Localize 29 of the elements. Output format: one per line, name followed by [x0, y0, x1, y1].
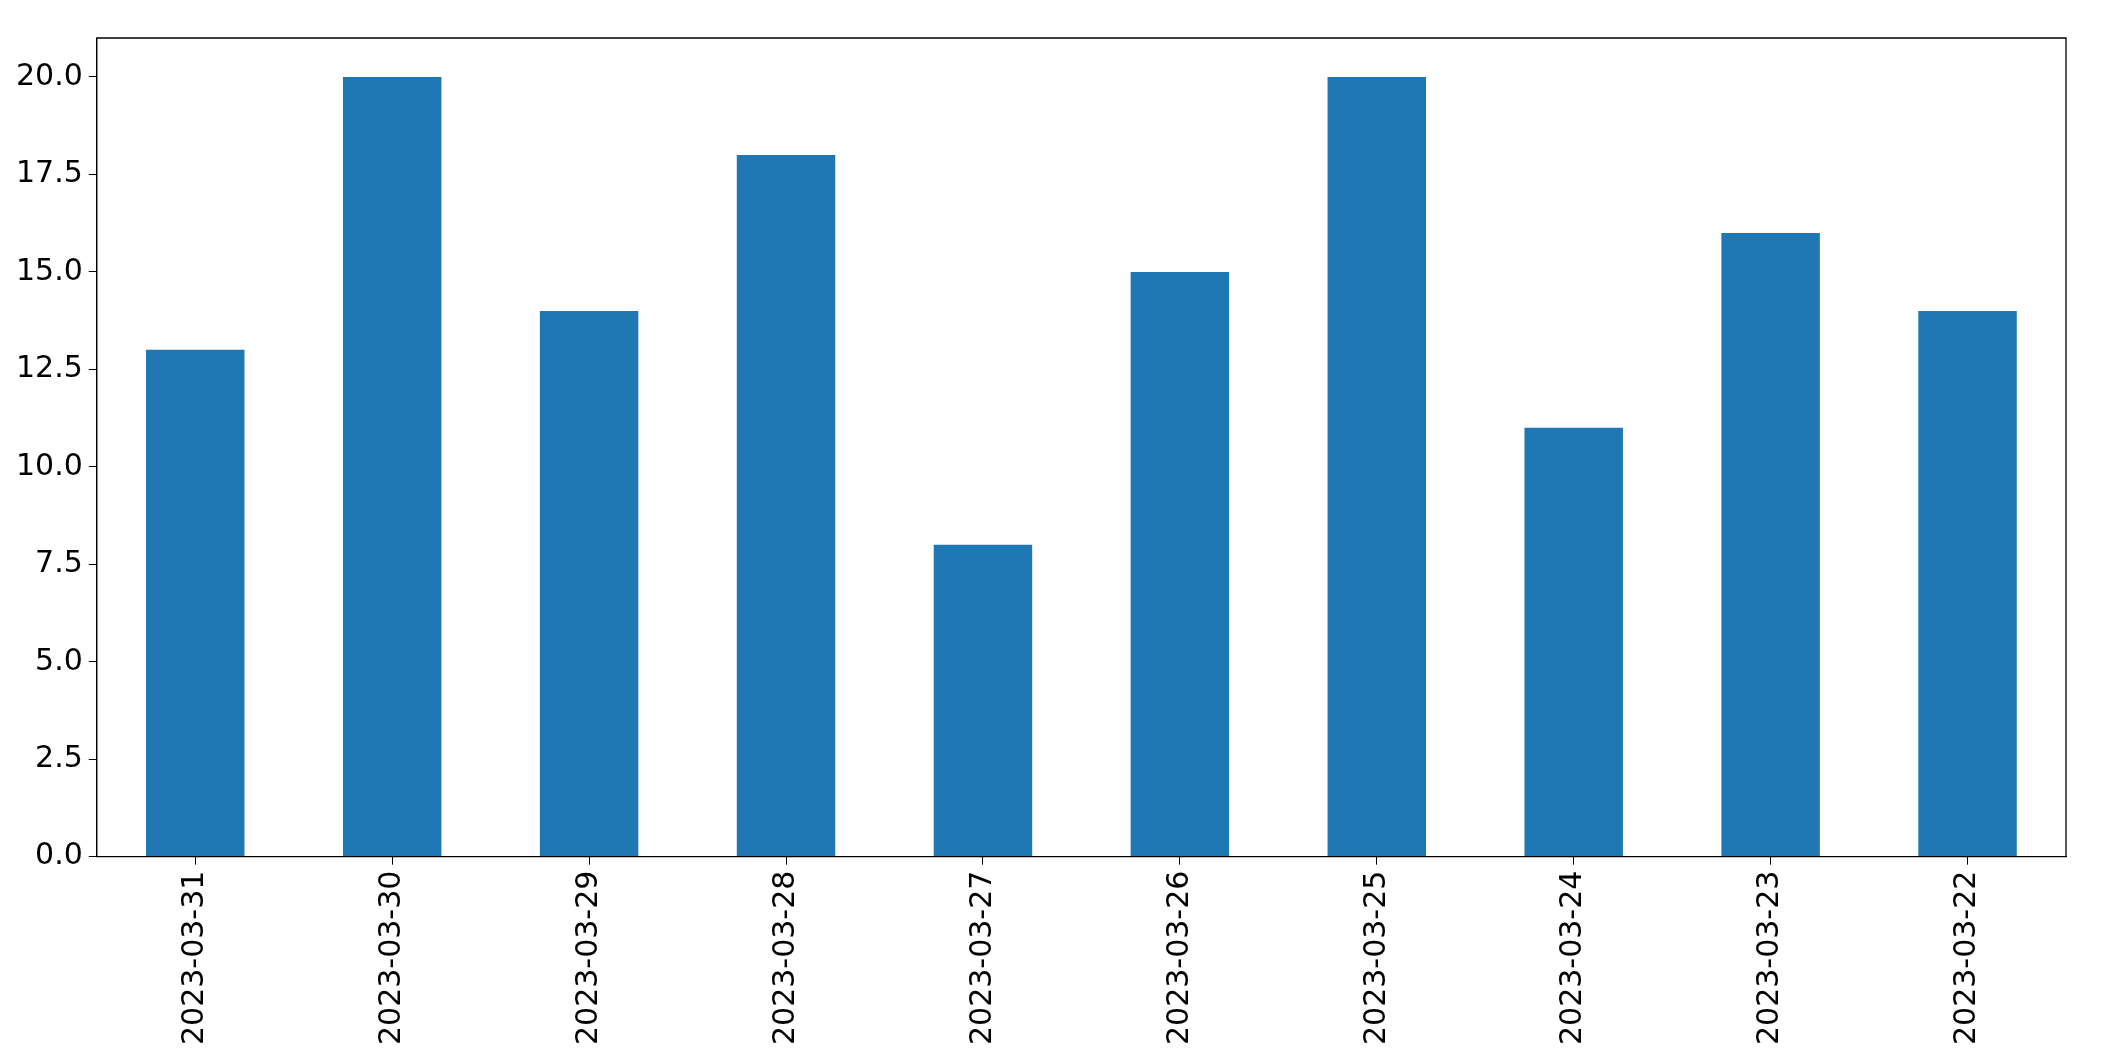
x-tick-label: 2023-03-30	[371, 870, 407, 1046]
y-tick-label: 15.0	[16, 251, 83, 287]
bar	[342, 76, 442, 857]
y-tick-label: 10.0	[16, 446, 83, 482]
x-tick-label: 2023-03-22	[1947, 870, 1983, 1046]
y-tick-label: 2.5	[35, 738, 83, 774]
x-tick-label: 2023-03-31	[175, 870, 211, 1046]
y-tick-label: 17.5	[16, 154, 83, 190]
y-tick-label: 0.0	[35, 836, 83, 872]
y-tick-label: 5.0	[35, 641, 83, 677]
bar	[1721, 232, 1820, 857]
y-tick-label: 7.5	[35, 544, 83, 580]
y-tick-label: 12.5	[16, 349, 83, 385]
bar	[1130, 271, 1230, 857]
x-tick-label: 2023-03-23	[1750, 870, 1786, 1046]
x-tick-label: 2023-03-27	[962, 870, 998, 1046]
x-tick-label: 2023-03-26	[1159, 870, 1195, 1046]
bar	[736, 154, 836, 857]
bar	[539, 310, 639, 857]
y-tick-label: 20.0	[16, 56, 83, 92]
x-tick-label: 2023-03-29	[568, 870, 604, 1046]
x-tick-label: 2023-03-24	[1553, 870, 1589, 1046]
bar	[1524, 427, 1623, 857]
bar	[1327, 76, 1427, 857]
bar	[1918, 310, 2017, 857]
x-tick-label: 2023-03-28	[765, 870, 801, 1046]
x-tick-label: 2023-03-25	[1356, 870, 1392, 1046]
bar	[146, 349, 245, 857]
bar	[933, 544, 1033, 857]
